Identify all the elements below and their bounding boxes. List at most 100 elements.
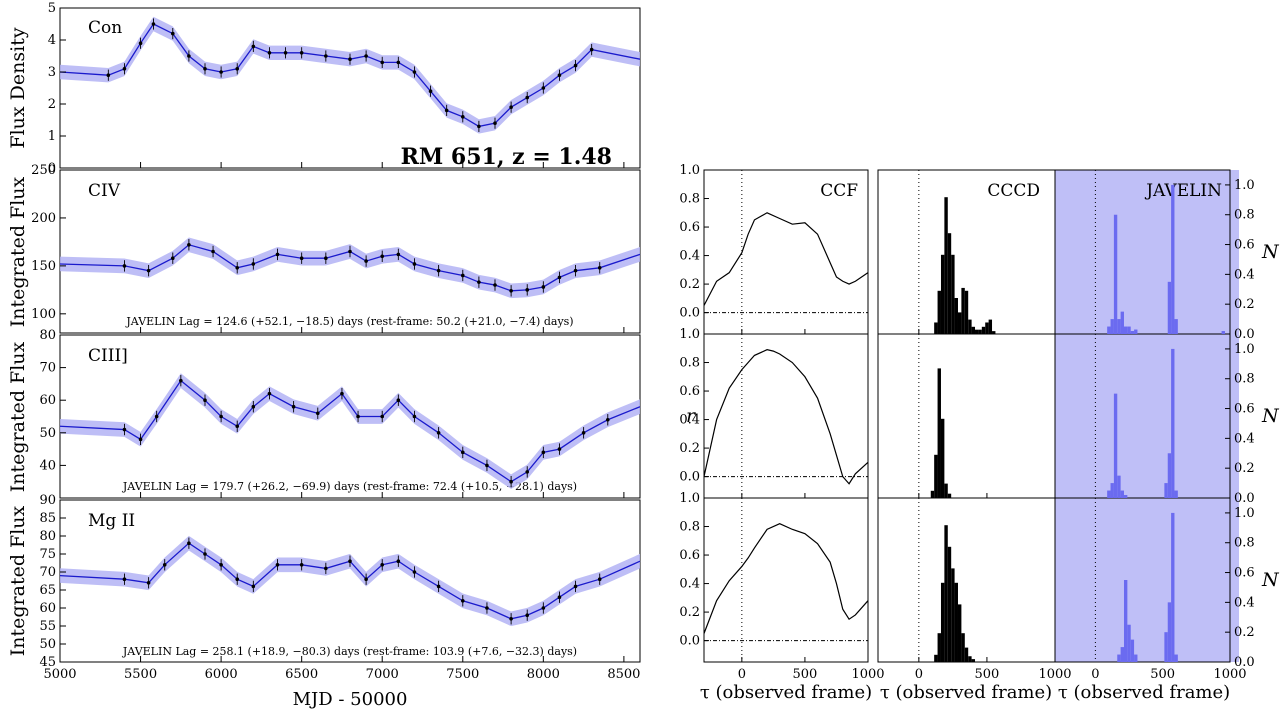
r-tick-label: 0.0 xyxy=(679,470,700,485)
cccd-bar xyxy=(934,654,938,662)
x-tick-label: 7000 xyxy=(366,667,399,682)
javelin-bar xyxy=(1113,393,1118,498)
n-tick-label: 0.6 xyxy=(1234,238,1255,253)
n-tick-label: 0.6 xyxy=(1234,566,1255,581)
data-point xyxy=(106,73,111,77)
r-tick-label: 0.6 xyxy=(679,548,700,563)
data-point xyxy=(299,256,304,261)
data-point xyxy=(509,105,513,109)
tau-tick-label: 1000 xyxy=(1038,667,1071,682)
r-tick-label: 0.0 xyxy=(679,306,700,321)
y-tick-label: 5 xyxy=(48,1,56,16)
y-tick-label: 60 xyxy=(39,393,56,408)
data-point xyxy=(573,584,578,589)
x-tick-label: 7500 xyxy=(446,667,479,682)
javelin-bar xyxy=(1123,495,1128,498)
data-point xyxy=(477,124,481,129)
javelin-bar xyxy=(1174,490,1178,498)
data-point xyxy=(348,249,352,254)
y-tick-label: 4 xyxy=(48,33,56,48)
javelin-lag-ciii: JAVELIN Lag = 179.7 (+26.2, −69.9) days … xyxy=(122,480,577,493)
cccd-bar xyxy=(934,454,938,498)
r-tick-label: 0.4 xyxy=(679,577,700,592)
r-tick-label: 0.0 xyxy=(679,634,700,649)
javelin-bar xyxy=(1123,326,1128,334)
data-point xyxy=(509,289,513,293)
tau-tick-label: 500 xyxy=(793,667,818,682)
data-point xyxy=(235,424,240,429)
data-point xyxy=(541,450,546,455)
data-point xyxy=(122,67,127,71)
cccd-title: CCCD xyxy=(987,181,1040,201)
y-tick-label: 2 xyxy=(48,97,56,112)
cccd-bar xyxy=(940,418,945,498)
ccf-curve xyxy=(703,212,869,306)
data-point xyxy=(211,249,215,254)
data-point xyxy=(525,95,530,100)
data-point xyxy=(235,67,240,71)
ccf-curve xyxy=(703,349,869,485)
y-tick-label: 80 xyxy=(39,529,56,544)
n-tick-label: 0.4 xyxy=(1234,267,1255,282)
data-point xyxy=(436,268,441,273)
y-tick-label: 75 xyxy=(39,547,56,562)
x-tick-label: 6500 xyxy=(285,667,318,682)
javelin-bar xyxy=(1130,331,1135,334)
javelin-bar xyxy=(1107,326,1111,334)
data-point xyxy=(138,41,143,45)
x-tick-label: 8500 xyxy=(607,667,640,682)
x-tick-label: 5000 xyxy=(43,667,76,682)
data-point xyxy=(541,285,546,289)
data-point xyxy=(412,570,417,574)
data-point xyxy=(267,51,272,55)
cccd-bar xyxy=(957,312,962,334)
cccd-bar xyxy=(961,633,965,662)
javelin-bar xyxy=(1174,654,1178,662)
cccd-bar xyxy=(954,298,958,334)
data-point xyxy=(573,63,578,68)
tau-tick-label: 500 xyxy=(975,667,1000,682)
n-tick-label: 0.4 xyxy=(1234,431,1255,446)
javelin-bar xyxy=(1221,331,1225,334)
javelin-bar xyxy=(1130,639,1135,662)
javelin-bar xyxy=(1171,348,1175,498)
chart-marks: 0123451001502002504050607080455055606570… xyxy=(31,1,1255,682)
javelin-bar xyxy=(1127,326,1131,334)
data-point xyxy=(444,108,449,113)
data-point xyxy=(315,411,320,416)
data-point xyxy=(589,47,594,52)
y-tick-label: 150 xyxy=(31,259,56,274)
data-point xyxy=(509,479,513,484)
tau-tick-label: 1000 xyxy=(851,667,884,682)
data-point xyxy=(557,275,562,280)
data-point xyxy=(460,273,465,278)
data-point xyxy=(605,417,610,422)
data-point xyxy=(509,617,513,621)
panel-label-mgii: Mg II xyxy=(88,511,135,531)
model-line xyxy=(59,23,641,128)
r-tick-label: 0.8 xyxy=(679,356,700,371)
data-point xyxy=(267,391,272,396)
javelin-bar xyxy=(1167,602,1172,662)
r-tick-label: 0.2 xyxy=(679,605,700,620)
data-point xyxy=(219,70,223,74)
data-point xyxy=(396,559,401,563)
javelin-bar xyxy=(1134,329,1138,334)
cccd-bar xyxy=(937,368,941,498)
lag-panels: CCF CCCD JAVELIN r N N N τ (observed fra… xyxy=(686,169,1280,703)
data-point xyxy=(348,57,352,61)
javelin-lag-mgii: JAVELIN Lag = 258.1 (+18.9, −80.3) days … xyxy=(122,645,577,658)
data-point xyxy=(203,398,207,403)
data-point xyxy=(525,613,530,617)
ccf-frame-3 xyxy=(703,497,869,663)
data-point xyxy=(324,566,328,571)
y-tick-label: 3 xyxy=(48,65,56,80)
n-tick-label: 0.0 xyxy=(1234,655,1255,670)
data-point xyxy=(525,470,530,474)
cccd-bar xyxy=(930,490,935,498)
ccf-title: CCF xyxy=(820,181,858,201)
tau-tick-label: 0 xyxy=(915,667,923,682)
data-point xyxy=(557,73,562,77)
javelin-bar xyxy=(1110,483,1114,498)
y-tick-label: 65 xyxy=(39,583,56,598)
